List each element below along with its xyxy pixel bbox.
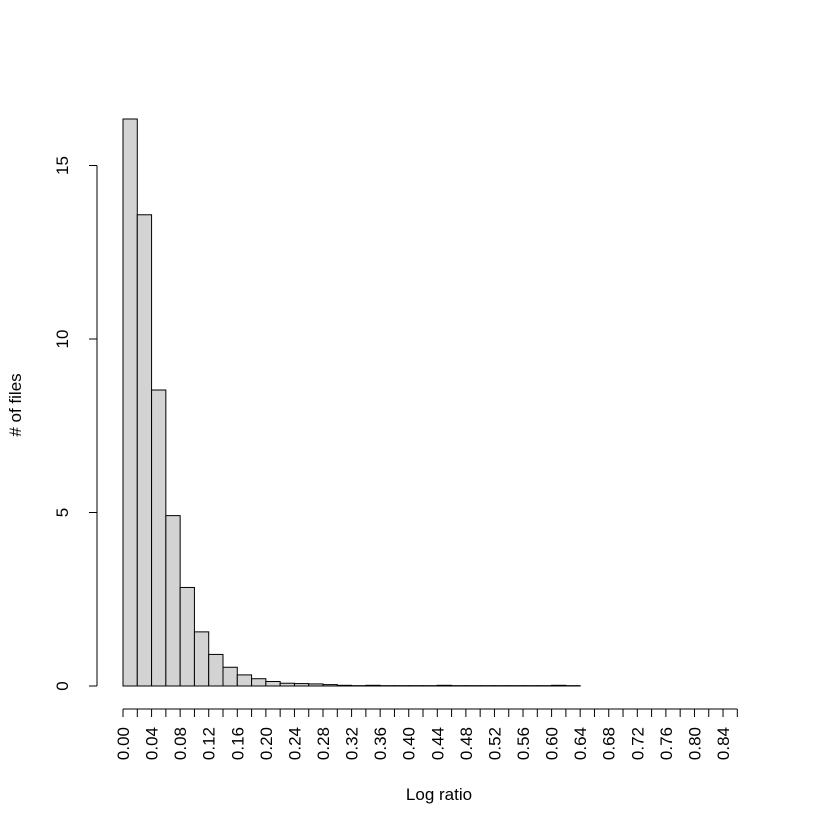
bar [222, 666, 238, 687]
bar [208, 653, 224, 687]
x-tick-label: 0.16 [228, 727, 247, 760]
x-tick-label: 0.08 [171, 727, 190, 760]
bar [365, 684, 381, 687]
bar [436, 684, 453, 687]
y-tick-label: 15 [53, 156, 72, 175]
x-tick-label: 0.12 [200, 727, 219, 760]
bar [336, 684, 353, 687]
bar [151, 389, 167, 687]
x-tick-label: 0.76 [657, 727, 676, 760]
x-tick-label: 0.04 [143, 727, 162, 760]
x-tick-label: 0.60 [543, 727, 562, 760]
bar [279, 682, 295, 687]
y-axis-label: # of files [6, 373, 25, 436]
bar [322, 684, 338, 687]
bar [165, 515, 181, 687]
x-tick-label: 0.28 [314, 727, 333, 760]
x-axis-label: Log ratio [406, 785, 472, 804]
bar [193, 631, 210, 687]
x-tick-label: 0.44 [428, 727, 447, 760]
x-tick-label: 0.80 [685, 727, 704, 760]
x-tick-label: 0.68 [600, 727, 619, 760]
x-tick-label: 0.72 [628, 727, 647, 760]
x-tick-label: 0.56 [514, 727, 533, 760]
x-tick-label: 0.52 [485, 727, 504, 760]
x-tick-label: 0.48 [457, 727, 476, 760]
y-tick-label: 0 [53, 681, 72, 690]
bar [251, 678, 267, 687]
x-tick-label: 0.36 [371, 727, 390, 760]
bar [122, 118, 138, 687]
bar [293, 683, 310, 687]
x-tick-label: 0.32 [343, 727, 362, 760]
bar [308, 683, 324, 687]
bar [551, 684, 567, 687]
x-tick-label: 0.84 [714, 727, 733, 760]
x-tick-label: 0.40 [400, 727, 419, 760]
bar [179, 586, 195, 687]
bar [136, 214, 153, 687]
x-tick-label: 0.64 [571, 727, 590, 760]
y-tick-label: 10 [53, 330, 72, 349]
y-tick-label: 5 [53, 508, 72, 517]
x-tick-label: 0.24 [285, 727, 304, 760]
bar [236, 674, 253, 687]
x-tick-label: 0.00 [114, 727, 133, 760]
x-tick-label: 0.20 [257, 727, 276, 760]
bar [265, 680, 281, 687]
